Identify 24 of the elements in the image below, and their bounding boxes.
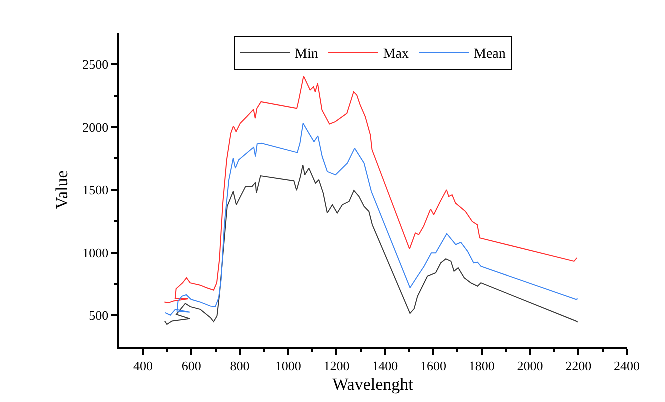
x-tick-label: 1600 xyxy=(420,358,446,374)
x-tick-label: 1000 xyxy=(275,358,302,374)
x-tick-label: 1400 xyxy=(372,358,398,374)
line-series xyxy=(164,164,578,326)
x-axis-title: Wavelenght xyxy=(332,375,414,394)
y-tick-label: 2000 xyxy=(82,120,109,135)
legend-label: Max xyxy=(383,47,410,62)
x-tick-label: 1800 xyxy=(468,358,495,374)
y-tick-label: 2500 xyxy=(82,56,109,72)
legend-label: Mean xyxy=(474,47,506,62)
y-tick-label: 1500 xyxy=(82,182,109,198)
line-series xyxy=(164,123,578,316)
legend-label: Min xyxy=(295,47,318,62)
x-tick-label: 2000 xyxy=(517,358,544,374)
y-tick-label: 500 xyxy=(89,308,109,324)
line-series xyxy=(164,76,578,304)
x-tick-label: 600 xyxy=(182,358,202,374)
x-tick-label: 1200 xyxy=(324,358,350,374)
x-tick-label: 400 xyxy=(133,358,153,374)
x-tick-label: 2400 xyxy=(614,358,640,374)
x-tick-label: 2200 xyxy=(566,358,592,374)
x-tick-label: 800 xyxy=(230,358,250,374)
y-axis-title: Value xyxy=(52,170,72,210)
y-tick-label: 1000 xyxy=(82,245,109,260)
